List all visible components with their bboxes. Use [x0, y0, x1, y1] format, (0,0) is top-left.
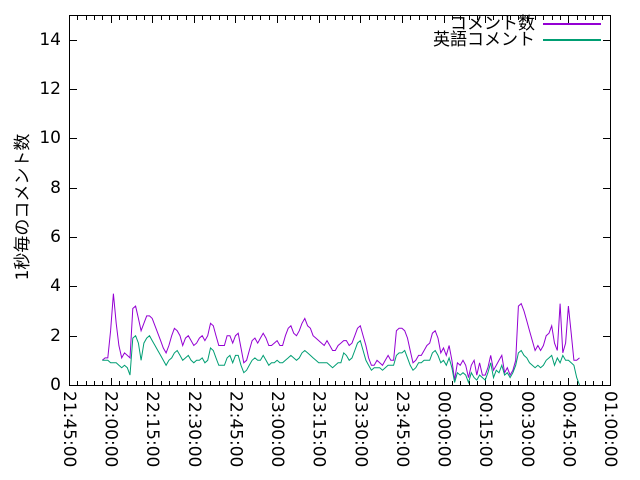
legend-line-sample-english-comments	[543, 39, 601, 41]
y-tick-label: 2	[50, 325, 61, 346]
legend: コメント数 英語コメント	[433, 14, 601, 50]
legend-label-english-comments: 英語コメント	[433, 30, 535, 50]
x-tick-label: 22:15:00	[142, 391, 163, 468]
x-tick-label: 01:00:00	[600, 391, 620, 468]
legend-line-sample-comments	[543, 23, 601, 25]
x-tick-label: 23:15:00	[308, 391, 329, 468]
legend-entry-english-comments: 英語コメント	[433, 30, 601, 50]
y-tick-label: 8	[50, 177, 61, 198]
y-tick-label: 14	[39, 29, 61, 50]
y-tick-label: 0	[50, 375, 61, 395]
x-tick-label: 22:45:00	[225, 391, 246, 468]
x-tick-label: 21:45:00	[59, 391, 79, 468]
x-tick-label: 22:00:00	[100, 391, 121, 468]
y-tick-label: 10	[39, 128, 61, 149]
x-tick-label: 23:00:00	[267, 391, 288, 468]
y-tick-label: 4	[50, 276, 61, 297]
x-tick-label: 00:00:00	[433, 391, 454, 468]
legend-label-comments: コメント数	[450, 14, 535, 34]
x-tick-label: 00:30:00	[516, 391, 537, 468]
x-tick-label: 23:45:00	[391, 391, 412, 468]
x-tick-label: 23:30:00	[350, 391, 371, 468]
plot-border	[69, 15, 611, 386]
x-tick-label: 22:30:00	[183, 391, 204, 468]
y-axis-title: 1秒毎のコメント数	[13, 133, 33, 281]
legend-entry-comments: コメント数	[433, 14, 601, 34]
series-line-comments	[101, 293, 580, 381]
x-tick-label: 00:45:00	[558, 391, 579, 468]
y-tick-label: 12	[39, 79, 61, 99]
x-tick-label: 00:15:00	[475, 391, 496, 468]
y-tick-label: 6	[50, 227, 61, 247]
series-line-english-comments	[102, 334, 580, 386]
